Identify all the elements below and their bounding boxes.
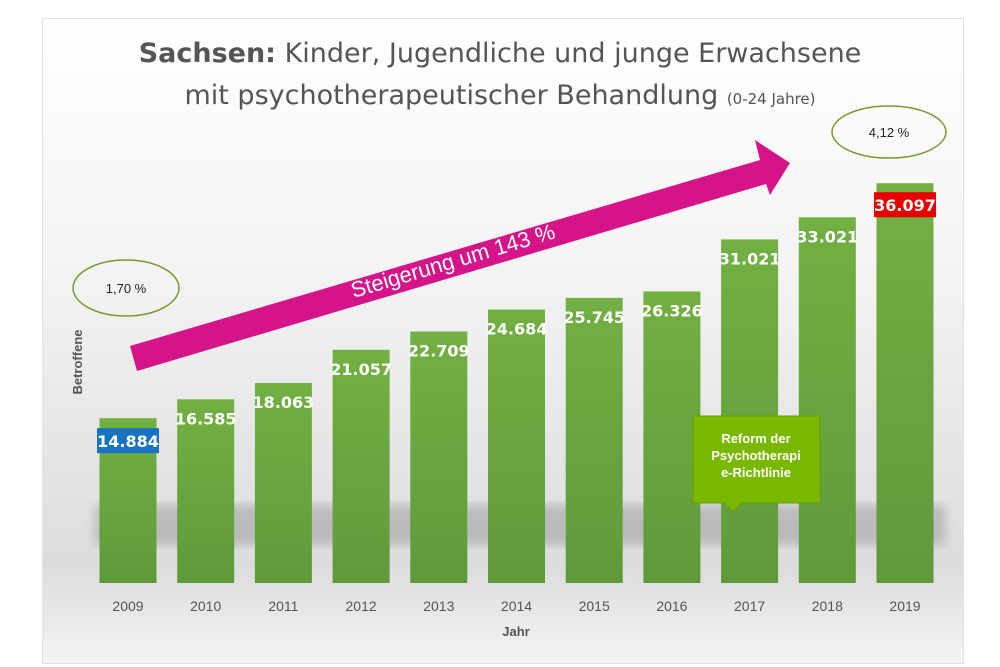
value-label-2011: 18.063 [253, 393, 315, 412]
end-share-ellipse [831, 105, 947, 159]
bar-2014 [488, 309, 545, 583]
bar-2013 [410, 331, 468, 583]
x-tick-2019: 2019 [889, 598, 920, 614]
title-region: Sachsen: [138, 38, 276, 69]
x-tick-2017: 2017 [734, 598, 765, 614]
x-axis-label: Jahr [502, 624, 529, 639]
x-tick-2009: 2009 [112, 598, 143, 614]
growth-arrow-label: Steigerung um 143 % [348, 219, 558, 303]
y-axis-label: Betroffene [70, 329, 85, 394]
x-tick-2014: 2014 [501, 598, 532, 614]
value-label-2015: 25.745 [563, 308, 625, 327]
x-tick-2015: 2015 [579, 598, 610, 614]
chart-title-line1: Sachsen: Kinder, Jugendliche und junge E… [0, 38, 1000, 69]
start-share-ellipse [72, 259, 180, 317]
title-suffix: (0-24 Jahre) [726, 90, 816, 108]
bar-2010 [177, 399, 235, 583]
value-label-2017: 31.021 [719, 249, 781, 268]
bar-2012 [332, 349, 390, 583]
value-label-2014: 24.684 [486, 320, 548, 339]
bar-2017 [721, 239, 779, 583]
title-text-1: Kinder, Jugendliche und junge Erwachsene [284, 38, 862, 69]
chart-title-line2: mit psychotherapeutischer Behandlung (0-… [0, 80, 1000, 111]
bar-2018 [798, 217, 856, 583]
value-label-2018: 33.021 [796, 227, 858, 246]
value-label-2010: 16.585 [175, 409, 237, 428]
title-text-2: mit psychotherapeutischer Behandlung [184, 80, 719, 111]
start-share-label: 1,70 % [106, 281, 147, 296]
reform-callout [692, 415, 821, 513]
x-tick-2013: 2013 [423, 598, 454, 614]
bar-2016 [643, 291, 701, 583]
value-label-2012: 21.057 [330, 360, 392, 379]
x-tick-2010: 2010 [190, 598, 221, 614]
end-share-label: 4,12 % [869, 125, 910, 140]
value-label-2009: 14.884 [97, 432, 159, 451]
bar-2015 [565, 297, 623, 583]
value-label-bg-2019 [874, 192, 936, 218]
value-label-bg-2009 [97, 428, 159, 454]
growth-arrow [130, 140, 790, 371]
value-label-2019: 36.097 [874, 196, 936, 215]
value-label-2016: 26.326 [641, 301, 703, 320]
bar-2011 [254, 382, 312, 583]
x-tick-2012: 2012 [346, 598, 377, 614]
x-tick-2018: 2018 [812, 598, 843, 614]
reform-callout-line: Psychotherapi [711, 448, 801, 463]
reform-callout-line: e-Richtlinie [721, 465, 791, 480]
reform-callout-line: Reform der [721, 431, 790, 446]
value-label-2013: 22.709 [408, 341, 470, 360]
bar-2019 [876, 183, 934, 584]
x-tick-2011: 2011 [268, 598, 298, 614]
x-tick-2016: 2016 [656, 598, 687, 614]
